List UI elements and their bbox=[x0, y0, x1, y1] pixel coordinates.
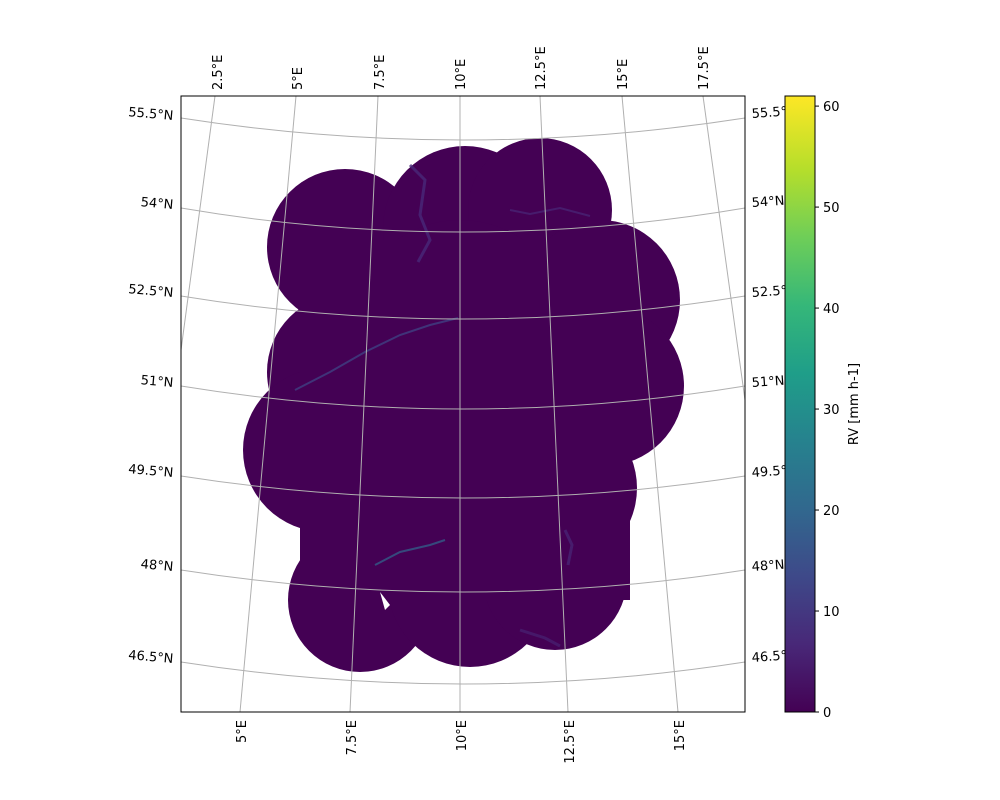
colorbar-label: RV [mm h-1] bbox=[847, 363, 862, 445]
map-area bbox=[181, 96, 745, 712]
lat-label-right-55-5: 55.5° bbox=[751, 105, 787, 122]
lat-label-left-49-5: 49.5°N bbox=[128, 462, 174, 481]
lon-label-top-5: 5°E bbox=[291, 67, 306, 90]
colorbar-tick-label: 40 bbox=[823, 302, 840, 317]
lon-label-bottom-7-5: 7.5°E bbox=[345, 720, 360, 755]
colorbar-frame bbox=[784, 95, 816, 713]
lon-label-bottom-15: 15°E bbox=[673, 720, 688, 751]
lon-label-bottom-12-5: 12.5°E bbox=[563, 720, 578, 764]
map-frame bbox=[180, 95, 746, 713]
coverage-gap bbox=[380, 592, 390, 610]
bottom-longitude-labels: 5°E 7.5°E 10°E 12.5°E 15°E bbox=[235, 720, 688, 764]
lat-label-right-54: 54°N bbox=[751, 194, 785, 211]
lat-label-left-48: 48°N bbox=[140, 557, 174, 575]
lat-label-right-46-5: 46.5° bbox=[751, 649, 787, 666]
lat-label-right-49-5: 49.5° bbox=[751, 464, 787, 481]
lon-label-top-17-5: 17.5°E bbox=[697, 46, 712, 90]
colorbar-tick-label: 10 bbox=[823, 605, 840, 620]
lat-label-right-51: 51°N bbox=[751, 374, 785, 391]
lat-label-left-46-5: 46.5°N bbox=[128, 648, 174, 667]
lat-label-right-48: 48°N bbox=[751, 558, 785, 575]
top-longitude-labels: 2.5°E 5°E 7.5°E 10°E 12.5°E 15°E 17.5°E bbox=[211, 46, 712, 90]
right-latitude-labels: 55.5° 54°N 52.5° 51°N 49.5° 48°N 46.5° bbox=[751, 105, 787, 666]
colorbar-ticks: 0 10 20 30 40 50 60 bbox=[815, 100, 840, 721]
colorbar-tick-label: 0 bbox=[823, 706, 831, 721]
lon-label-bottom-10: 10°E bbox=[455, 720, 470, 751]
lon-label-bottom-5: 5°E bbox=[235, 720, 250, 743]
colorbar: 0 10 20 30 40 50 60 RV [mm h-1] bbox=[784, 95, 862, 721]
lat-label-left-51: 51°N bbox=[140, 373, 174, 391]
colorbar-tick-label: 20 bbox=[823, 504, 840, 519]
lat-label-left-52-5: 52.5°N bbox=[128, 282, 174, 301]
radar-coverage bbox=[243, 138, 684, 672]
lon-label-top-2-5: 2.5°E bbox=[211, 55, 226, 90]
lat-label-right-52-5: 52.5° bbox=[751, 284, 787, 301]
lon-label-top-15: 15°E bbox=[616, 59, 631, 90]
lat-label-left-55-5: 55.5°N bbox=[128, 105, 174, 124]
lon-label-top-10: 10°E bbox=[454, 59, 469, 90]
precipitation-cells bbox=[294, 163, 591, 648]
colorbar-gradient bbox=[785, 96, 815, 712]
lon-label-top-7-5: 7.5°E bbox=[373, 55, 388, 90]
colorbar-tick-label: 30 bbox=[823, 403, 840, 418]
lat-label-left-54: 54°N bbox=[140, 195, 174, 213]
latitude-gridlines bbox=[181, 117, 745, 685]
left-latitude-labels: 55.5°N 54°N 52.5°N 51°N 49.5°N 48°N 46.5… bbox=[128, 105, 174, 667]
colorbar-tick-label: 50 bbox=[823, 201, 840, 216]
lon-label-top-12-5: 12.5°E bbox=[534, 46, 549, 90]
longitude-gridlines bbox=[181, 96, 745, 712]
colorbar-tick-label: 60 bbox=[823, 100, 840, 115]
